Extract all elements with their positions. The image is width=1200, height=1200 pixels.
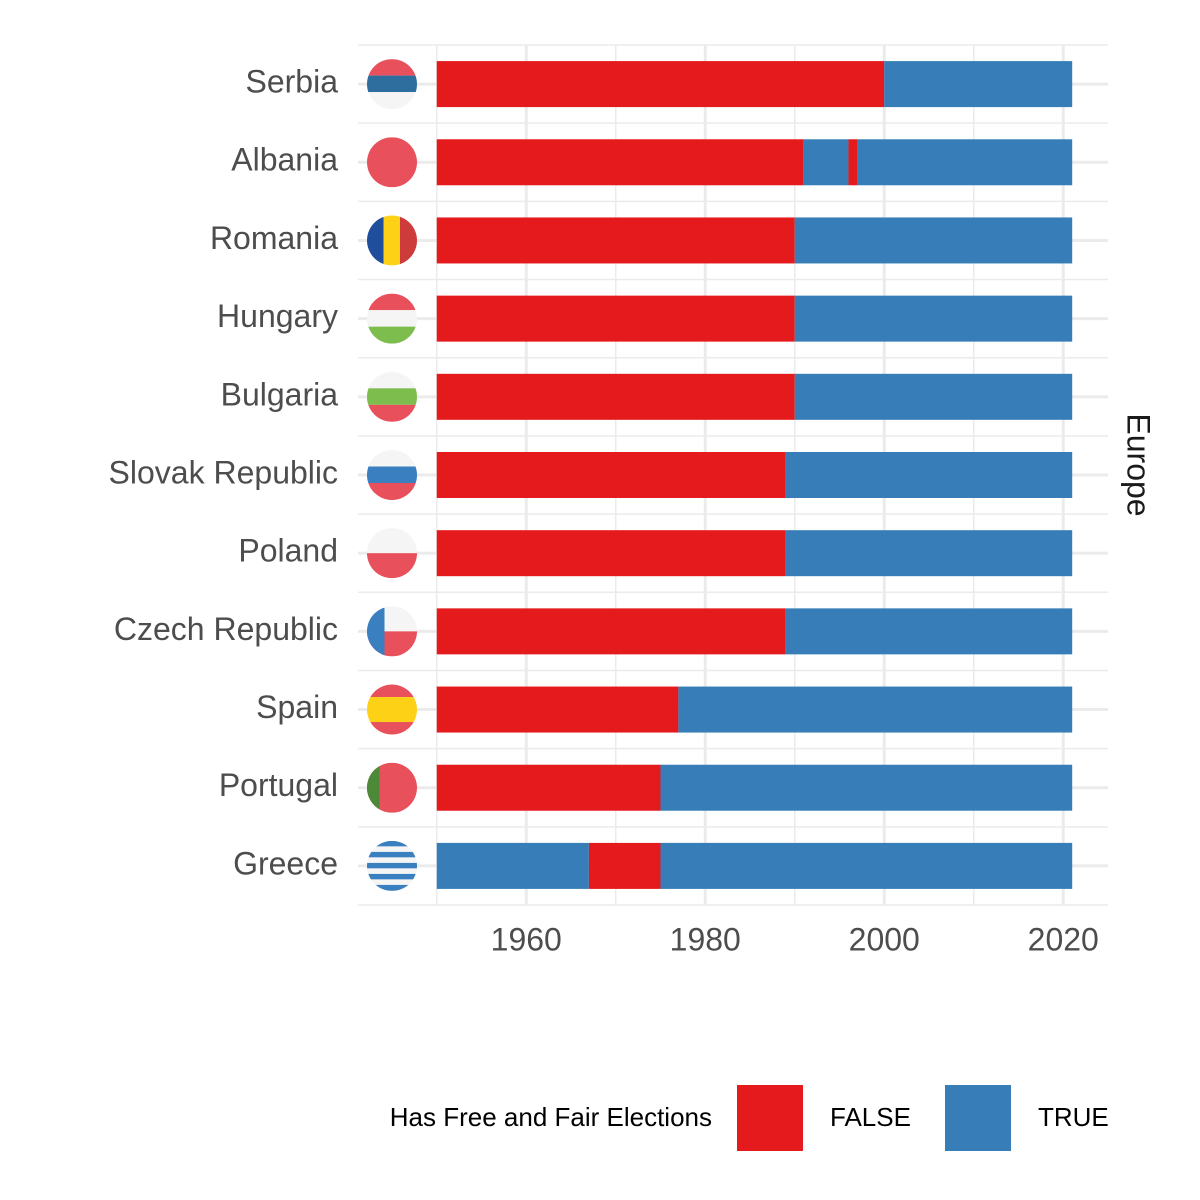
flag-stripe xyxy=(367,388,417,405)
y-tick-label: Portugal xyxy=(219,767,338,803)
bar-segment xyxy=(785,608,1073,655)
flag xyxy=(367,215,417,266)
flag-stripe xyxy=(367,873,417,880)
flag-stripe xyxy=(367,722,417,735)
bar-segment xyxy=(436,217,795,264)
flag xyxy=(367,293,417,344)
flag-stripe xyxy=(367,404,417,422)
flag-stripe xyxy=(367,697,417,723)
flag-stripe xyxy=(367,840,417,847)
facet-label: Europe xyxy=(1121,413,1157,516)
bar-segment xyxy=(436,764,661,811)
x-tick-label: 2000 xyxy=(849,921,920,957)
flag-stripe xyxy=(367,215,384,266)
flag-stripe xyxy=(367,553,417,579)
bar-segment xyxy=(660,764,1073,811)
flag xyxy=(367,137,417,188)
flag-stripe xyxy=(367,762,380,813)
flag-stripe xyxy=(367,466,417,483)
bar-segment xyxy=(436,373,795,420)
bar-segment xyxy=(794,217,1073,264)
y-tick-label: Greece xyxy=(233,845,338,881)
flag xyxy=(367,606,417,657)
y-tick-label: Spain xyxy=(256,689,338,725)
bar-segment xyxy=(436,686,679,733)
x-tick-label: 2020 xyxy=(1028,921,1099,957)
flag xyxy=(367,840,417,891)
flag-stripe xyxy=(367,310,417,327)
flag xyxy=(367,59,417,110)
y-tick-label: Albania xyxy=(231,142,338,178)
y-tick-label: Poland xyxy=(238,533,338,569)
legend-key xyxy=(737,1085,803,1151)
flag-stripe xyxy=(367,371,417,389)
flag-stripe xyxy=(367,846,417,852)
bar-segment xyxy=(436,139,804,186)
bar-segment xyxy=(436,842,589,889)
legend-key xyxy=(945,1085,1011,1151)
flag xyxy=(367,528,417,579)
bar-segment xyxy=(436,452,786,498)
bar-segment xyxy=(436,530,786,577)
flag xyxy=(367,762,417,813)
flag-stripe xyxy=(383,215,400,266)
flag-stripe xyxy=(367,59,417,76)
bar-segment xyxy=(794,295,1073,342)
y-tick-label: Serbia xyxy=(246,64,339,100)
flag-stripe xyxy=(367,879,417,885)
flag-stripe xyxy=(367,862,417,869)
flag-stripe xyxy=(367,293,417,311)
flag-stripe xyxy=(367,851,417,858)
flag-stripe xyxy=(367,884,417,891)
y-tick-label: Bulgaria xyxy=(221,376,339,412)
bar-segment xyxy=(848,139,858,186)
y-tick-label: Slovak Republic xyxy=(109,454,338,490)
bar-segment xyxy=(803,139,849,186)
flag-stripe xyxy=(367,75,417,93)
flag xyxy=(367,684,417,735)
legend-title: Has Free and Fair Elections xyxy=(390,1102,712,1132)
flag-stripe xyxy=(367,528,417,554)
flag-stripe xyxy=(367,606,385,657)
flag xyxy=(367,371,417,422)
flag-stripe xyxy=(367,868,417,874)
bar-segment xyxy=(678,686,1073,733)
y-tick-label: Hungary xyxy=(217,298,338,334)
flag-stripe xyxy=(367,137,417,188)
flag-stripe xyxy=(367,857,417,863)
flag-stripe xyxy=(367,684,417,698)
bar-segment xyxy=(660,842,1073,889)
flag xyxy=(367,450,417,500)
legend-label: TRUE xyxy=(1038,1102,1109,1132)
bar-segment xyxy=(436,295,795,342)
bar-segment xyxy=(884,61,1073,108)
y-tick-label: Czech Republic xyxy=(114,611,338,647)
bar-segment xyxy=(436,61,885,108)
bar-segment xyxy=(436,608,786,655)
y-tick-label: Romania xyxy=(210,220,338,256)
bar-segment xyxy=(857,139,1073,186)
bar-segment xyxy=(794,373,1073,420)
flag-stripe xyxy=(367,483,417,500)
x-tick-label: 1980 xyxy=(670,921,741,957)
x-tick-label: 1960 xyxy=(491,921,562,957)
flag-stripe xyxy=(367,450,417,467)
flag-stripe xyxy=(367,92,417,110)
flag-stripe xyxy=(367,326,417,344)
legend-label: FALSE xyxy=(830,1102,911,1132)
bar-segment xyxy=(588,842,661,889)
flag-stripe xyxy=(400,215,417,266)
bar-segment xyxy=(785,530,1073,577)
bar-segment xyxy=(785,452,1073,498)
